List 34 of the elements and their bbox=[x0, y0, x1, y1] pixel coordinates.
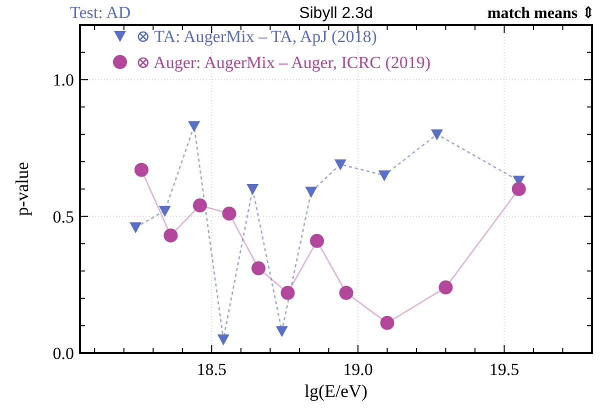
point bbox=[380, 316, 394, 330]
point bbox=[222, 206, 236, 221]
point bbox=[130, 222, 142, 234]
x-tick-label: 19.0 bbox=[343, 360, 373, 379]
point bbox=[276, 326, 288, 338]
point bbox=[134, 162, 148, 177]
point bbox=[246, 184, 259, 195]
x-tick-label: 19.5 bbox=[489, 360, 520, 379]
text: match means ⇕ bbox=[487, 5, 595, 22]
y-tick-label: 0.5 bbox=[52, 207, 74, 226]
point bbox=[164, 228, 178, 242]
point bbox=[512, 182, 526, 196]
point bbox=[188, 121, 200, 132]
y-axis-title: p-value bbox=[12, 162, 32, 216]
point bbox=[334, 159, 346, 170]
y-tick-label: 0.0 bbox=[52, 344, 74, 363]
point bbox=[280, 286, 295, 300]
point bbox=[217, 334, 230, 346]
point bbox=[158, 206, 171, 217]
point bbox=[430, 129, 443, 140]
point bbox=[251, 261, 266, 276]
legend-label: ⊗ Auger: AugerMix – Auger, ICRC (2019) bbox=[136, 53, 431, 72]
point bbox=[305, 186, 318, 198]
x-axis-title: lg(E/eV) bbox=[304, 381, 368, 401]
y-tick-label: 1.0 bbox=[52, 70, 74, 90]
point bbox=[339, 286, 354, 300]
point bbox=[192, 198, 207, 212]
point bbox=[438, 280, 453, 294]
point bbox=[310, 234, 324, 248]
text: Test: AD bbox=[70, 3, 131, 22]
chart-title: Sibyll 2.3d bbox=[299, 5, 373, 22]
x-tick-label: 18.5 bbox=[196, 360, 227, 379]
legend-label: ⊗ TA: AugerMix – TA, ApJ (2018) bbox=[136, 27, 377, 46]
point bbox=[378, 170, 390, 182]
